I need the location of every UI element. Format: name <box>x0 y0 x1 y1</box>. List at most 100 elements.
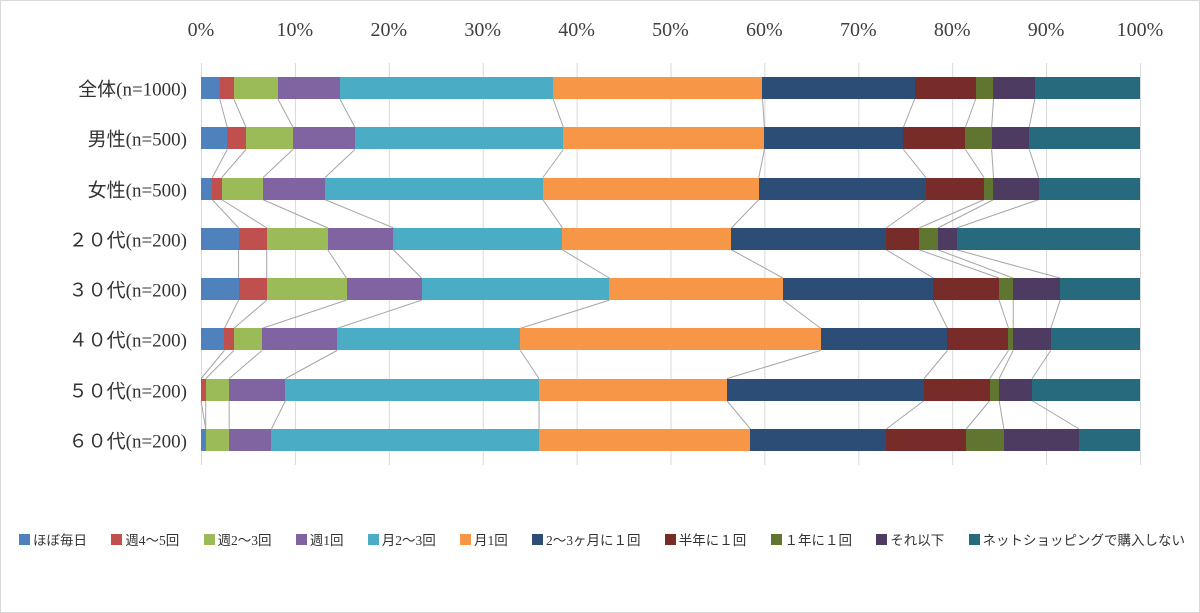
bar-row <box>201 177 1140 200</box>
bar-segment <box>925 177 985 200</box>
bar-segment <box>1050 328 1140 351</box>
series-line <box>937 249 1014 279</box>
series-line <box>937 199 994 229</box>
series-line <box>519 350 540 379</box>
legend-item: 月1回 <box>460 529 508 549</box>
series-line <box>233 98 247 128</box>
x-axis-tick-label: 30% <box>464 19 502 41</box>
series-line <box>1031 400 1080 430</box>
legend-label: 週1回 <box>309 533 344 548</box>
bar-segment <box>966 428 1004 451</box>
category-label: 男性(n=500) <box>87 129 187 151</box>
bar-segment <box>201 127 228 150</box>
bar-segment <box>292 127 355 150</box>
bar-segment <box>991 127 1030 150</box>
x-axis-tick-label: 60% <box>746 19 783 41</box>
bar-segment <box>563 127 765 150</box>
bar-segment <box>933 278 1000 301</box>
bar-segment <box>233 77 278 100</box>
category-label: 女性(n=500) <box>87 180 187 202</box>
legend-item: 月2～3回 <box>367 529 436 549</box>
series-line <box>782 299 822 329</box>
bar-segment <box>1008 328 1014 351</box>
bar-segment <box>820 328 948 351</box>
bar-segment <box>1060 278 1140 301</box>
bar-segment <box>277 77 340 100</box>
series-line <box>731 249 784 279</box>
series-line <box>277 98 294 128</box>
bar-segment <box>999 278 1014 301</box>
bar-segment <box>758 177 926 200</box>
series-line <box>219 98 228 128</box>
bar-row <box>201 428 1140 451</box>
series-line <box>758 149 765 178</box>
x-axis-tick-label: 80% <box>933 19 971 41</box>
bar-segment <box>327 227 394 250</box>
bar-segment <box>201 428 206 451</box>
bar-segment <box>421 278 610 301</box>
legend-swatch-icon <box>295 533 307 545</box>
series-line <box>542 149 564 178</box>
bar-segment <box>975 77 994 100</box>
bar-segment <box>262 177 325 200</box>
bar-segment <box>221 177 263 200</box>
series-line <box>393 249 423 279</box>
category-label: 全体(n=1000) <box>78 79 187 101</box>
bar-segment <box>750 428 887 451</box>
bar-segment <box>1078 428 1140 451</box>
series-line <box>919 249 1000 279</box>
series-line <box>998 299 1010 329</box>
bar-segment <box>903 127 966 150</box>
series-line <box>886 249 934 279</box>
series-line <box>989 350 1009 379</box>
legend-swatch-icon <box>770 533 782 545</box>
legend-swatch-icon <box>460 533 471 545</box>
series-line <box>262 199 328 229</box>
series-line <box>327 249 347 279</box>
bar-segment <box>201 328 225 351</box>
series-line <box>270 400 286 430</box>
bar-segment <box>285 378 539 401</box>
bar-segment <box>923 378 990 401</box>
bar-segment <box>224 328 234 351</box>
series-line <box>956 249 1061 279</box>
series-line <box>285 349 338 380</box>
bar-segment <box>201 177 213 200</box>
legend-item: ネットショッピングで購入しない <box>968 529 1185 549</box>
bar-segment <box>886 227 920 250</box>
series-line <box>520 299 610 329</box>
series-line <box>762 99 765 128</box>
legend-item: ほぼ毎日 <box>19 529 87 549</box>
series-line <box>731 199 760 229</box>
bar-segment <box>562 227 732 250</box>
series-line <box>221 149 247 178</box>
bar-segment <box>219 77 234 100</box>
legend-swatch-icon <box>968 533 980 545</box>
series-line <box>919 199 985 229</box>
bar-segment <box>229 378 286 401</box>
bar-segment <box>914 77 976 100</box>
bar-segment <box>609 278 784 301</box>
category-label: ５０代(n=200) <box>68 381 187 403</box>
category-label: ３０代(n=200) <box>68 280 187 302</box>
bar-segment <box>989 378 1000 401</box>
bar-segment <box>233 328 262 351</box>
legend-label: 週4～5回 <box>125 533 180 548</box>
bar-row <box>201 278 1140 301</box>
series-line <box>1028 99 1036 128</box>
bar-segment <box>919 227 939 250</box>
bar-segment <box>201 227 239 250</box>
x-axis-tick-label: 100% <box>1116 19 1164 41</box>
series-line <box>991 99 995 128</box>
bar-segment <box>999 378 1032 401</box>
bar-segment <box>1003 428 1079 451</box>
series-line <box>902 98 916 128</box>
series-line <box>726 400 751 430</box>
x-axis-tick-label: 0% <box>187 19 215 41</box>
legend-swatch-icon <box>532 533 543 545</box>
bar-segment <box>229 428 272 451</box>
bar-segment <box>539 378 727 401</box>
series-line <box>205 350 235 379</box>
x-axis-tick-label: 90% <box>1027 19 1065 41</box>
